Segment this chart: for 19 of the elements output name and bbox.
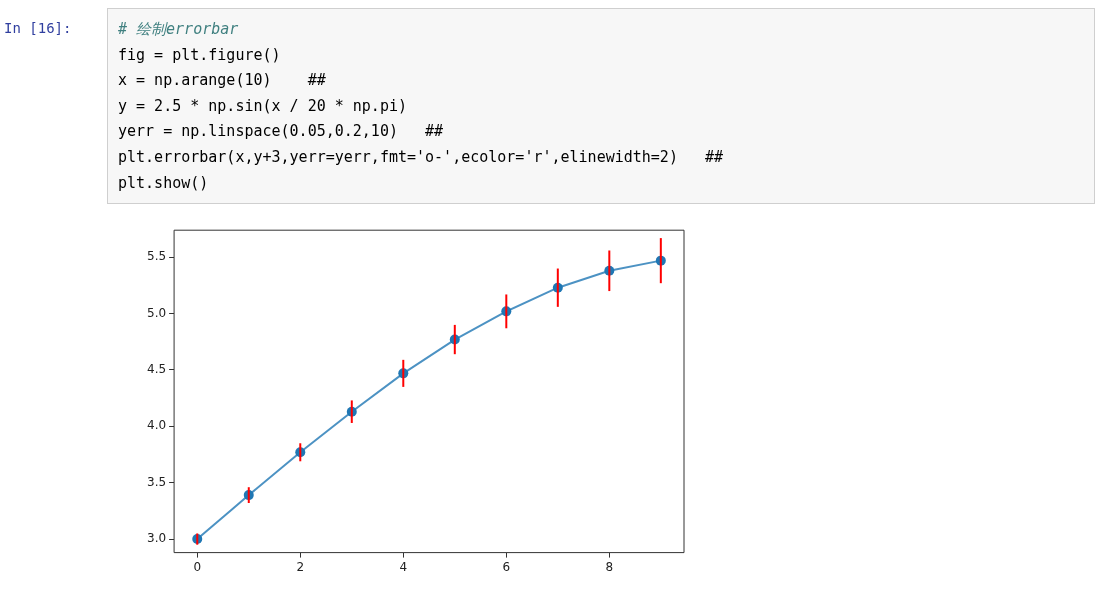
text: x = np.arange(10) ##	[118, 70, 327, 92]
x-tick-label: 6	[502, 559, 511, 574]
text: plt.show()	[118, 172, 210, 194]
y-tick-label: 4.5	[146, 362, 167, 377]
y-tick-label: 5.5	[146, 249, 167, 264]
text: In [16]:	[4, 20, 72, 36]
text: y = 2.5 * np.sin(x / 20 * np.pi)	[118, 95, 408, 117]
x-tick-label: 4	[399, 559, 408, 574]
x-tick-label: 0	[193, 559, 202, 574]
text: fig = plt.figure()	[118, 44, 282, 66]
text: yerr = np.linspace(0.05,0.2,10) ##	[118, 121, 445, 143]
x-tick-label: 8	[605, 559, 614, 574]
y-tick-label: 3.0	[146, 531, 167, 546]
text: # 绘制errorbar	[118, 19, 240, 40]
x-tick-label: 2	[296, 559, 305, 574]
y-tick-label: 3.5	[146, 474, 167, 489]
y-tick-label: 5.0	[146, 305, 167, 320]
y-tick-label: 4.0	[146, 418, 167, 433]
text: plt.errorbar(x,y+3,yerr=yerr,fmt='o-',ecolor='r',elinewidth=2) ##	[118, 146, 724, 168]
